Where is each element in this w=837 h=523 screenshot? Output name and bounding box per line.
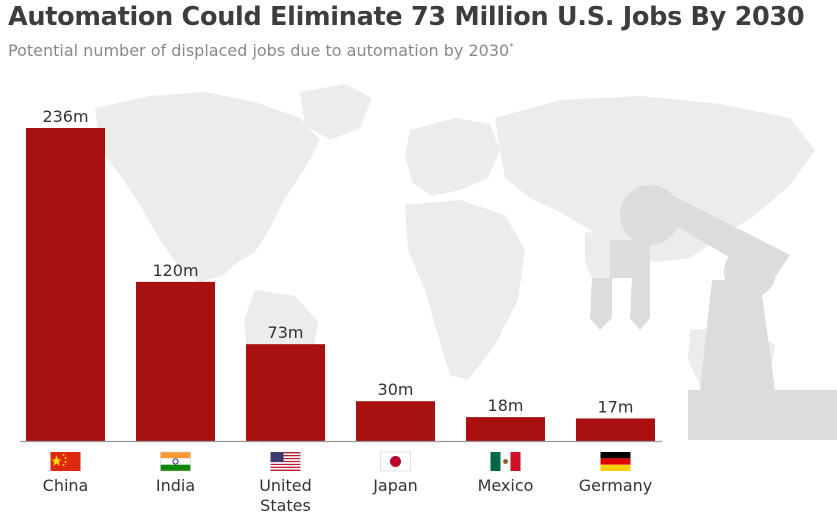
subtitle-text: Potential number of displaced jobs due t… (8, 41, 510, 60)
africa-shape (405, 200, 525, 380)
value-label-united-states: 73m (268, 323, 304, 342)
value-label-india: 120m (152, 261, 198, 280)
category-label-line: Japan (372, 476, 418, 495)
category-label-line: India (156, 476, 195, 495)
value-label-china: 236m (42, 107, 88, 126)
chart-subtitle: Potential number of displaced jobs due t… (8, 41, 514, 60)
bars-group (26, 128, 655, 441)
category-label-line: Mexico (478, 476, 534, 495)
footnote-marker: * (509, 42, 514, 53)
greenland-shape (300, 84, 372, 140)
labels-group: 236m China 120m India 73m United States 30m Japa… (42, 107, 652, 515)
china-flag-icon (50, 452, 81, 471)
robot-arm-graphic (590, 185, 837, 440)
bar-japan (356, 401, 435, 441)
mexico-flag-icon (490, 452, 521, 471)
value-label-mexico: 18m (488, 396, 524, 415)
category-label-japan: Japan (372, 476, 418, 495)
asia-shape (495, 96, 815, 262)
category-label-germany: Germany (579, 476, 653, 495)
germany-flag-icon (600, 452, 631, 471)
bar-germany (576, 418, 655, 441)
category-label-line: Germany (579, 476, 653, 495)
bar-india (136, 281, 215, 441)
value-label-japan: 30m (378, 380, 414, 399)
north-america-shape (95, 92, 320, 282)
value-label-germany: 17m (598, 397, 634, 416)
category-label-india: India (156, 476, 195, 495)
india-flag-icon (160, 451, 191, 472)
bar-mexico (466, 417, 545, 441)
category-label-united-states: United States (259, 476, 312, 515)
category-label-china: China (43, 476, 89, 495)
category-label-line: States (260, 496, 311, 515)
united-states-flag-icon (270, 452, 301, 471)
category-label-mexico: Mexico (478, 476, 534, 495)
europe-shape (405, 118, 500, 196)
japan-flag-icon (380, 451, 411, 472)
category-label-line: China (43, 476, 89, 495)
category-label-line: United (259, 476, 312, 495)
bar-china (26, 128, 105, 441)
chart-title: Automation Could Eliminate 73 Million U.… (8, 2, 805, 32)
bar-united-states (246, 344, 325, 441)
